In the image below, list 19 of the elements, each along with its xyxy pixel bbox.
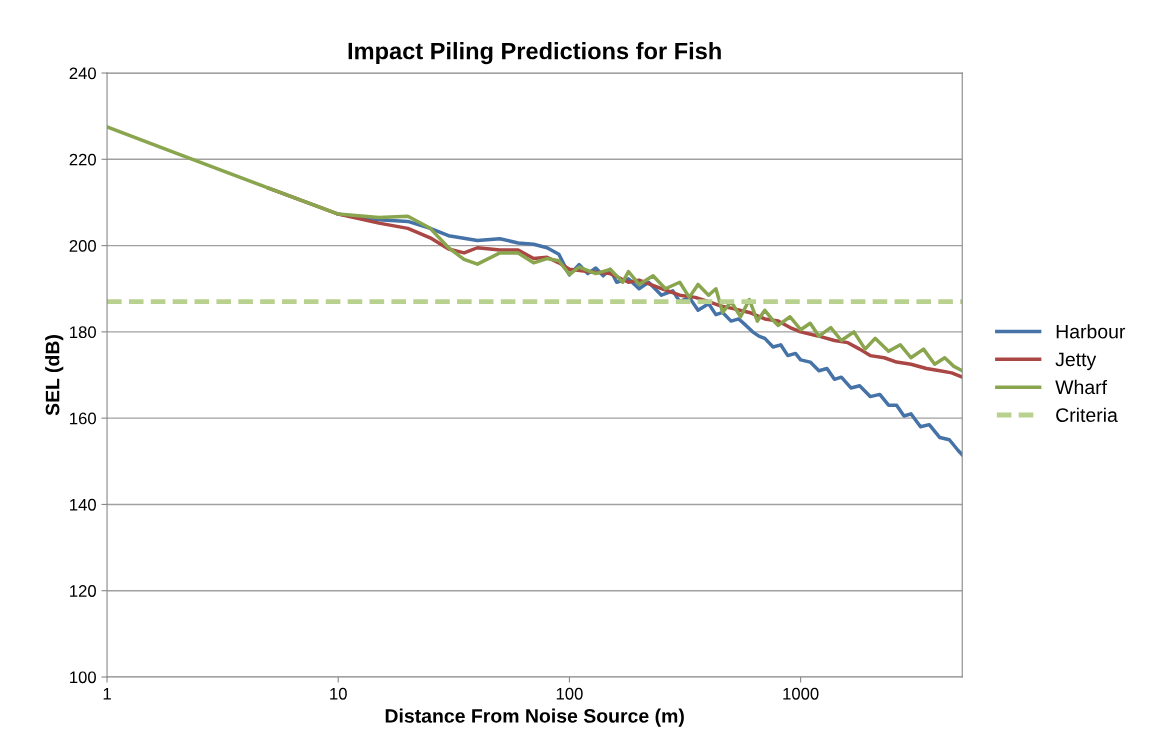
legend-label: Criteria [1056,407,1118,423]
y-tick-label: 140 [70,498,96,511]
legend-label: Jetty [1055,352,1097,371]
y-tick-label: 160 [70,412,96,425]
y-tick-label: 180 [70,326,96,339]
y-tick-label: 200 [69,239,96,252]
x-tick-label: 1 [103,688,111,700]
y-tick-label: 100 [70,671,96,684]
y-tick-label: 220 [69,153,96,166]
y-axis-title: SEL (dB) [45,335,64,416]
legend-label: Wharf [1055,379,1108,395]
x-tick-label: 1000 [783,687,819,700]
chart-title: Impact Piling Predictions for Fish [348,42,721,65]
x-axis-title: Distance From Noise Source (m) [385,708,684,727]
x-tick-label: 10 [330,687,347,700]
y-tick-label: 120 [70,585,96,597]
x-tick-label: 100 [556,687,583,700]
legend-label: Harbour [1056,324,1126,339]
y-tick-label: 240 [69,67,96,80]
